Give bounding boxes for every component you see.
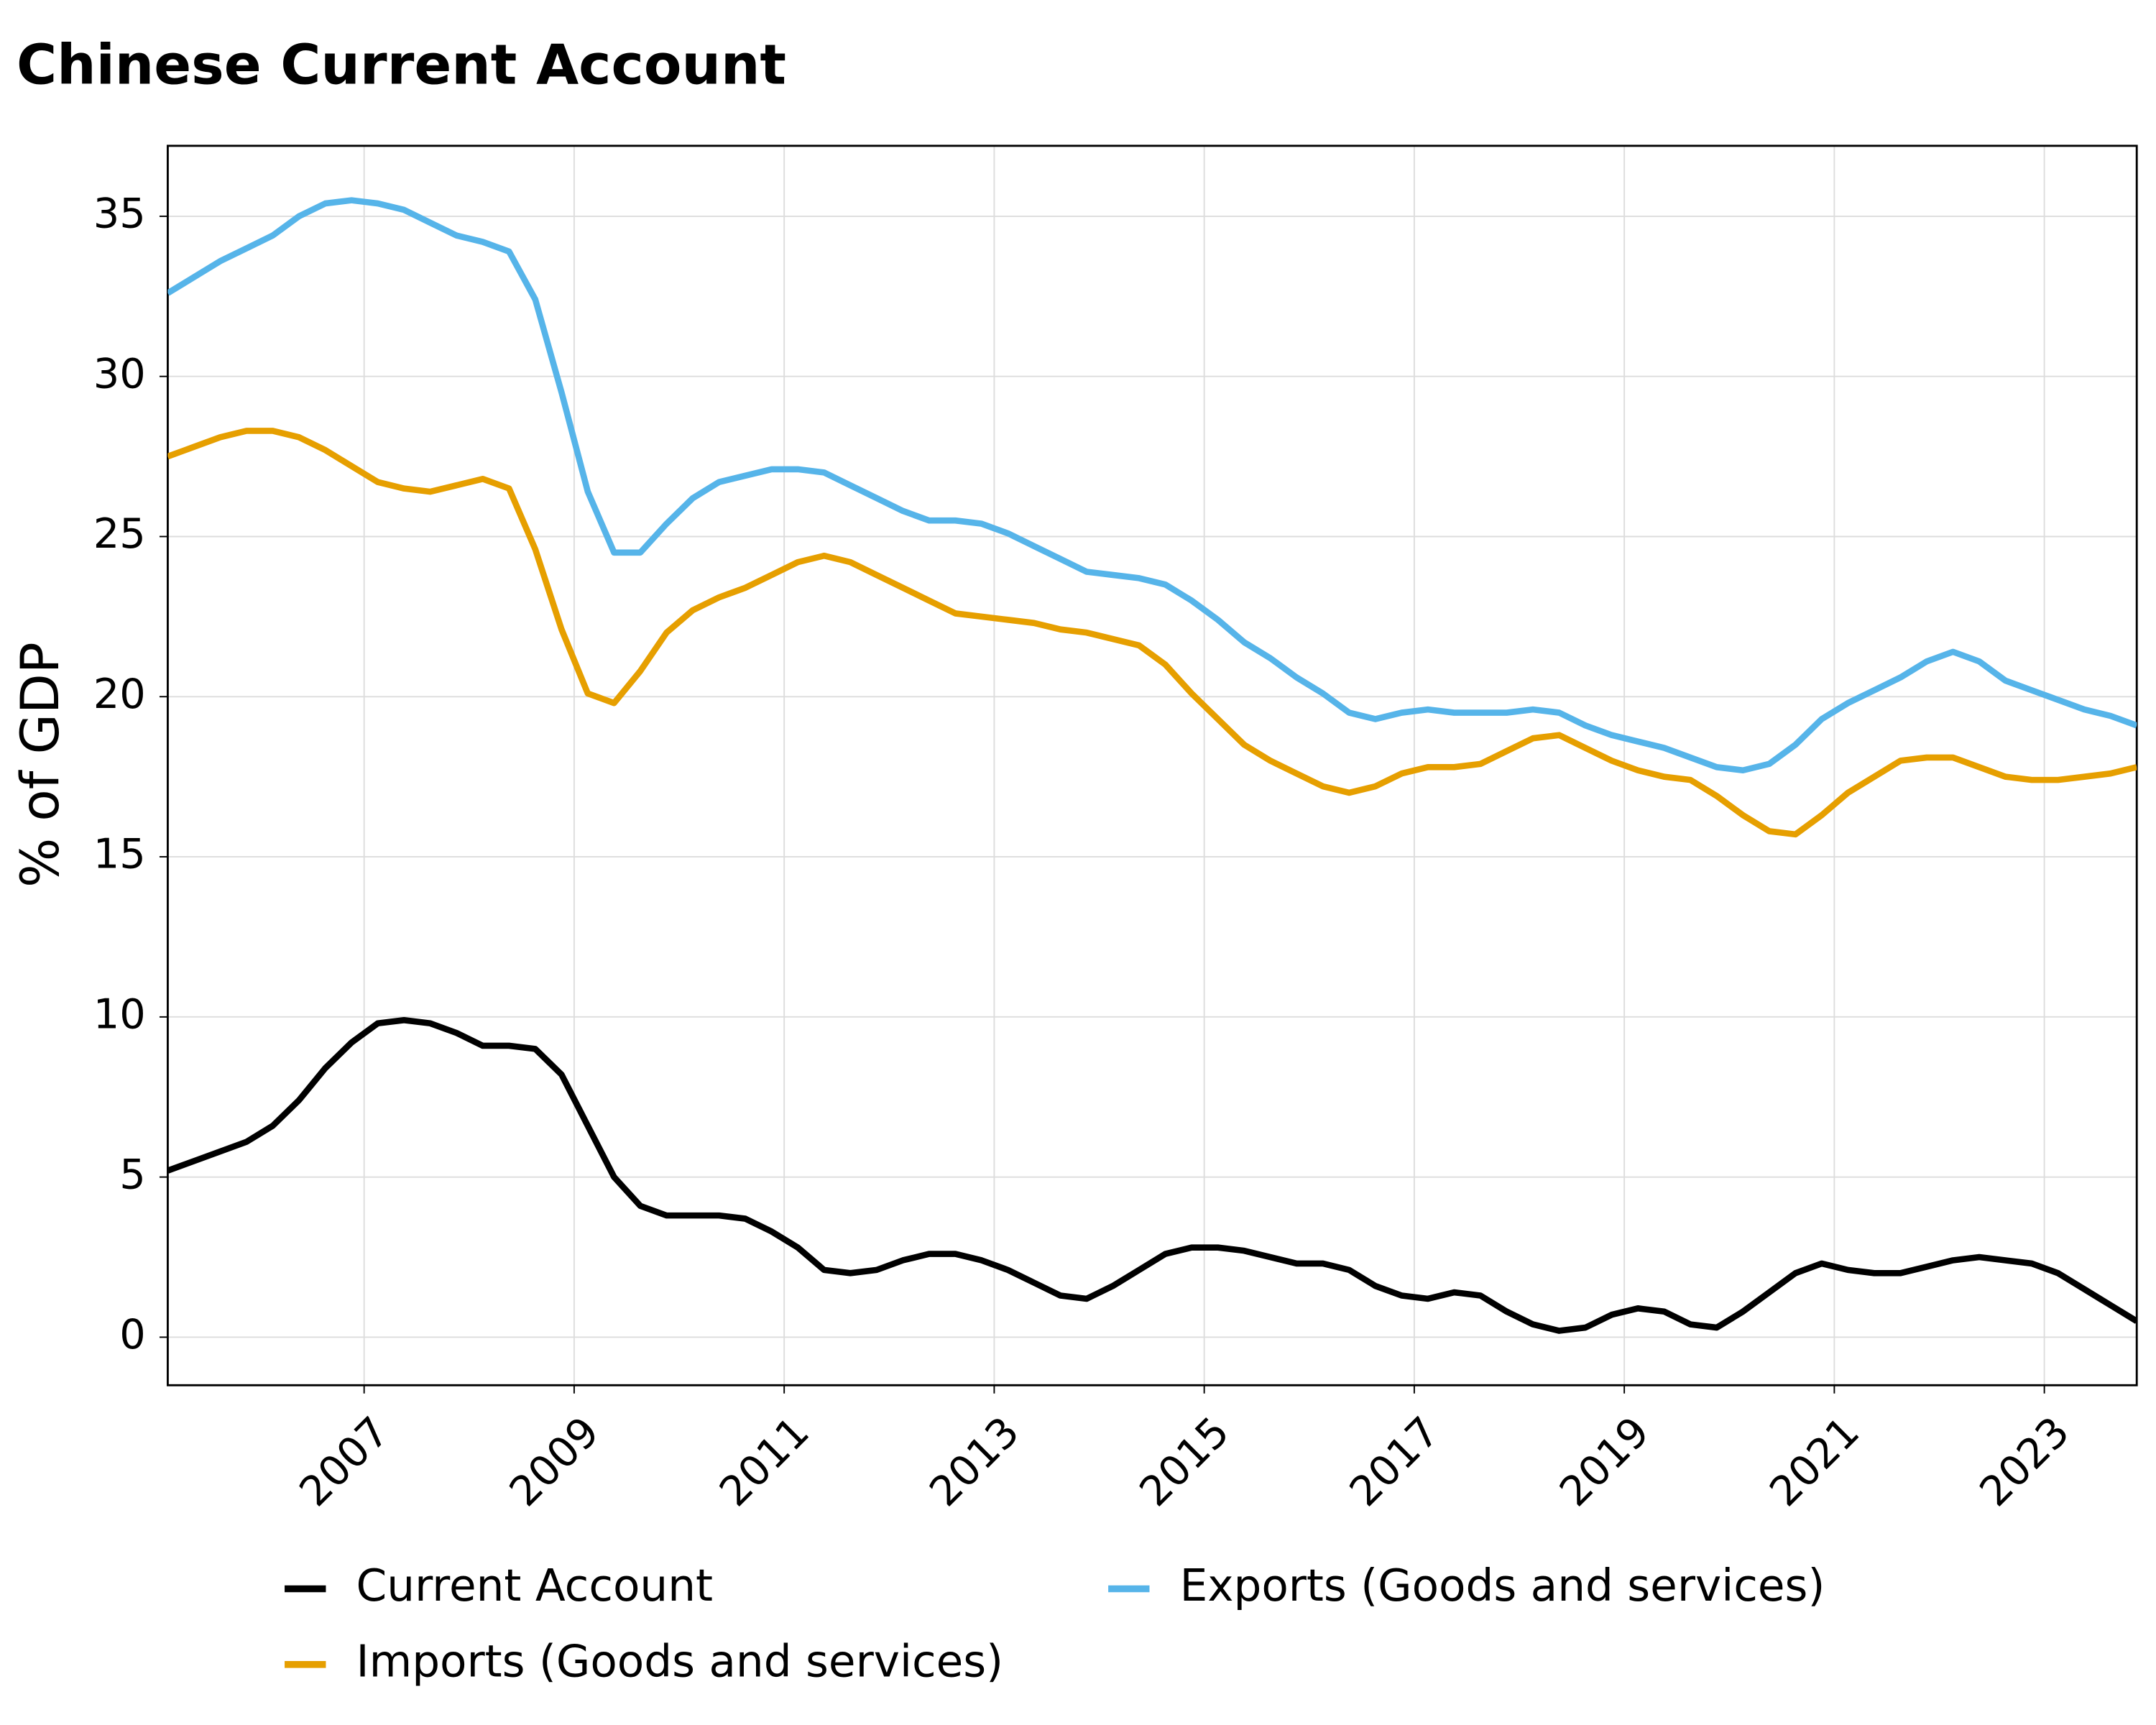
y-tick-label: 25 <box>93 510 146 558</box>
y-tick-label: 15 <box>93 830 146 878</box>
series-line <box>167 428 2137 838</box>
legend-label: Current Account <box>356 1560 713 1611</box>
y-tick-label: 0 <box>119 1310 146 1358</box>
y-tick-label: 35 <box>93 190 146 238</box>
legend-label: Imports (Goods and services) <box>356 1636 1004 1687</box>
series-line <box>167 1017 2137 1334</box>
y-tick-label: 10 <box>93 990 146 1038</box>
legend-label: Exports (Goods and services) <box>1180 1560 1825 1611</box>
series-line <box>167 197 2137 774</box>
y-tick-label: 5 <box>119 1150 146 1198</box>
y-axis-label: % of GDP <box>11 642 71 888</box>
y-tick-label: 30 <box>93 349 146 397</box>
chart-title: Chinese Current Account <box>17 34 786 98</box>
plot-frame <box>166 144 2138 1386</box>
y-tick-label: 20 <box>93 670 146 718</box>
